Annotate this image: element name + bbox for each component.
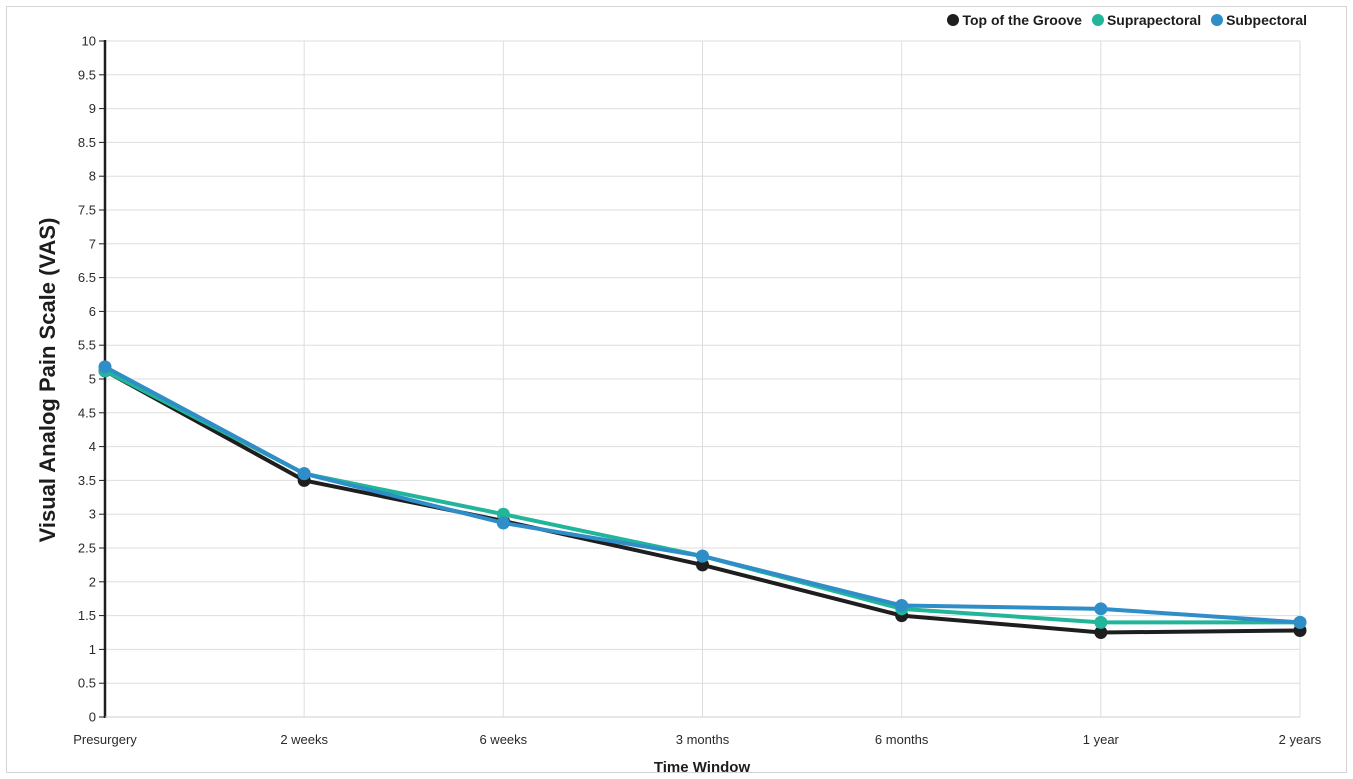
data-point-subpectoral[interactable] bbox=[1293, 615, 1307, 629]
series-subpectoral bbox=[98, 360, 1307, 629]
grid bbox=[105, 40, 1301, 717]
x-tick-label: Presurgery bbox=[73, 732, 137, 747]
data-point-suprapectoral[interactable] bbox=[1094, 615, 1108, 629]
y-tick-label: 5 bbox=[89, 372, 96, 387]
y-tick-label: 7.5 bbox=[78, 203, 96, 218]
chart-frame bbox=[6, 6, 1347, 773]
legend-label-suprapectoral: Suprapectoral bbox=[1106, 12, 1202, 28]
legend-swatch-top-of-groove bbox=[947, 14, 960, 26]
y-tick-label: 8 bbox=[89, 169, 96, 184]
x-tick-label: 2 weeks bbox=[280, 732, 328, 747]
series-layer bbox=[98, 360, 1307, 639]
y-tick-label: 0.5 bbox=[78, 676, 96, 691]
y-tick-label: 8.5 bbox=[78, 135, 96, 150]
data-point-top-of-the-groove[interactable] bbox=[1094, 626, 1108, 639]
y-tick-label: 10 bbox=[82, 34, 96, 49]
y-tick-label: 5.5 bbox=[78, 338, 96, 353]
y-tick-labels: 0 0.5 1 1.5 2 2.5 3 3.5 4 4.5 5 5.5 6 6.5 7 7.5 8 8.5 9 9.5… bbox=[78, 34, 96, 725]
y-tick-label: 2.5 bbox=[78, 541, 96, 556]
axes bbox=[99, 40, 1300, 718]
y-tick-label: 4.5 bbox=[78, 405, 96, 420]
x-axis-title: Time Window bbox=[654, 759, 751, 776]
x-tick-label: 6 months bbox=[875, 732, 929, 747]
legend-item-suprapectoral[interactable]: Suprapectoral bbox=[1091, 12, 1202, 28]
y-tick-label: 9 bbox=[89, 101, 96, 116]
legend-swatch-suprapectoral bbox=[1091, 14, 1104, 26]
x-tick-label: 2 years bbox=[1279, 732, 1322, 747]
y-tick-label: 7 bbox=[89, 236, 96, 251]
data-point-subpectoral[interactable] bbox=[1094, 602, 1108, 616]
y-tick-label: 3.5 bbox=[78, 473, 96, 488]
legend-item-top-of-groove[interactable]: Top of the Groove bbox=[947, 12, 1082, 28]
x-tick-label: 6 weeks bbox=[479, 732, 527, 747]
data-point-subpectoral[interactable] bbox=[496, 516, 510, 530]
y-tick-label: 2 bbox=[89, 574, 96, 589]
legend-item-subpectoral[interactable]: Subpectoral bbox=[1211, 12, 1307, 28]
legend-swatch-subpectoral bbox=[1211, 14, 1224, 26]
y-tick-label: 1 bbox=[89, 642, 96, 657]
legend-label-top-of-groove: Top of the Groove bbox=[962, 12, 1082, 28]
y-tick-label: 6.5 bbox=[78, 270, 96, 285]
data-point-subpectoral[interactable] bbox=[895, 598, 909, 612]
legend: Top of the Groove Suprapectoral Subpecto… bbox=[947, 12, 1307, 28]
x-tick-labels: Presurgery 2 weeks 6 weeks 3 months 6 months… bbox=[73, 732, 1322, 747]
x-tick-label: 3 months bbox=[676, 732, 730, 747]
y-tick-label: 0 bbox=[89, 710, 96, 725]
data-point-subpectoral[interactable] bbox=[297, 467, 311, 481]
x-tick-label: 1 year bbox=[1083, 732, 1120, 747]
legend-label-subpectoral: Subpectoral bbox=[1226, 12, 1307, 28]
y-tick-label: 6 bbox=[89, 304, 96, 319]
y-tick-label: 3 bbox=[89, 507, 96, 522]
data-point-subpectoral[interactable] bbox=[696, 549, 709, 563]
y-tick-label: 9.5 bbox=[78, 67, 96, 82]
y-axis-title: Visual Analog Pain Scale (VAS) bbox=[35, 218, 60, 543]
y-tick-label: 1.5 bbox=[78, 608, 96, 623]
data-point-subpectoral[interactable] bbox=[98, 360, 112, 374]
y-tick-label: 4 bbox=[89, 439, 96, 454]
